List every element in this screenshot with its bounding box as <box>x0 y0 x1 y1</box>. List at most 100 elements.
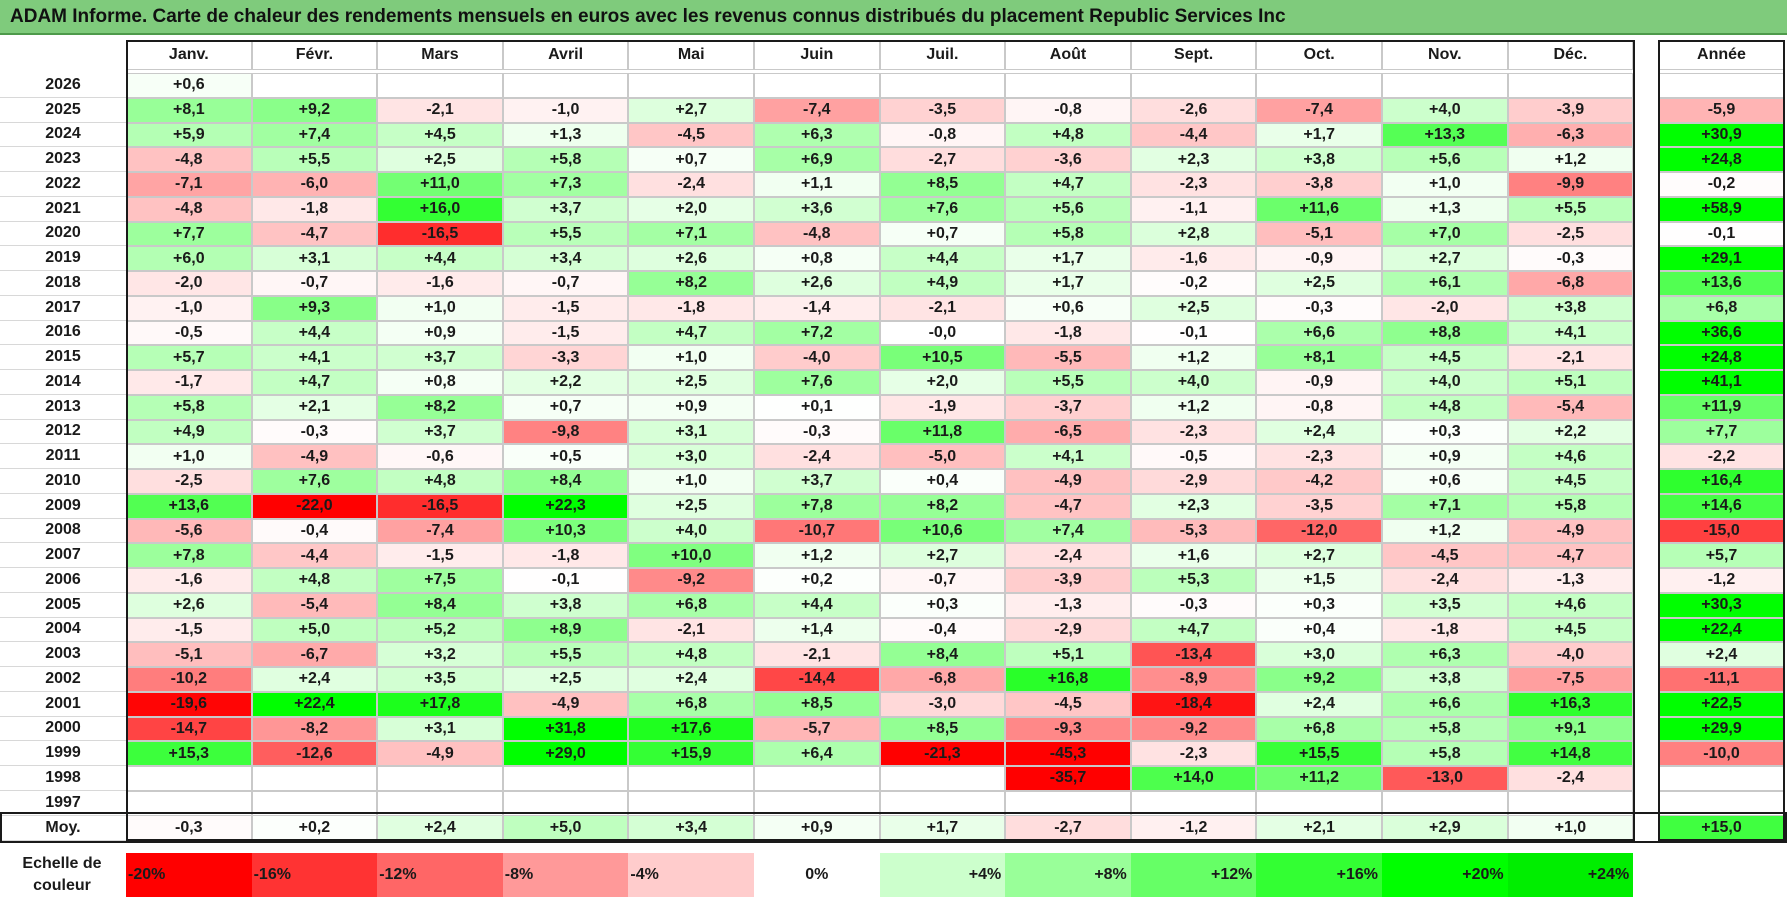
heatmap-cell: +2,5 <box>1130 295 1257 321</box>
heatmap-cell: +5,5 <box>251 147 378 172</box>
annual-cell: -15,0 <box>1659 518 1784 544</box>
heatmap-cell: +5,5 <box>1507 196 1634 222</box>
heatmap-cell: -0,5 <box>1130 444 1257 469</box>
heatmap-cell: -5,6 <box>126 518 252 544</box>
year-label: 2015 <box>0 345 126 370</box>
heatmap-cell: -2,9 <box>1130 469 1257 494</box>
heatmap-cell: +1,2 <box>1382 518 1508 544</box>
heatmap-cell: -1,3 <box>1005 592 1131 618</box>
heatmap-cell: +6,8 <box>628 592 754 618</box>
heatmap-cell: +4,1 <box>251 345 378 370</box>
month-header: Janv. <box>126 40 252 70</box>
annual-cell <box>1659 766 1784 791</box>
heatmap-cell: +9,3 <box>251 295 378 321</box>
average-cell: +1,0 <box>1507 815 1634 841</box>
heatmap-cell: +0,2 <box>754 568 880 593</box>
heatmap-cell: +2,0 <box>628 196 754 222</box>
heatmap-cell: +0,9 <box>377 320 503 346</box>
year-label: 2020 <box>0 222 126 247</box>
heatmap-cell: +8,1 <box>1256 345 1382 370</box>
heatmap-cell: +2,2 <box>1507 419 1634 445</box>
heatmap-cell: -45,3 <box>1005 741 1131 766</box>
title-bar: ADAM Informe. Carte de chaleur des rende… <box>0 0 1787 35</box>
annual-cell: +24,8 <box>1659 345 1784 370</box>
year-label: 2025 <box>0 98 126 123</box>
heatmap-cell: +11,0 <box>377 172 503 197</box>
heatmap-cell: +3,1 <box>628 419 754 445</box>
heatmap-cell <box>1256 73 1382 98</box>
heatmap-cell: +3,0 <box>628 444 754 469</box>
heatmap-cell: +2,1 <box>251 394 378 420</box>
heatmap-cell: +15,3 <box>126 741 252 766</box>
heatmap-cell: +5,9 <box>126 122 252 148</box>
heatmap-cell: +14,8 <box>1507 741 1634 766</box>
color-scale-step: +8% <box>1005 853 1131 897</box>
heatmap-cell <box>879 73 1006 98</box>
heatmap-cell: +1,4 <box>754 617 880 643</box>
heatmap-cell: +1,0 <box>377 295 503 321</box>
heatmap-cell: -5,1 <box>126 642 252 667</box>
year-label: 2011 <box>0 444 126 469</box>
heatmap-cell: +8,5 <box>879 172 1006 197</box>
heatmap-cell: +7,1 <box>1382 493 1508 519</box>
annual-cell: +58,9 <box>1659 196 1784 222</box>
heatmap-cell: +7,3 <box>502 172 629 197</box>
heatmap-cell: -2,1 <box>754 642 880 667</box>
heatmap-cell: -21,3 <box>879 741 1006 766</box>
heatmap-cell: -3,6 <box>1005 147 1131 172</box>
heatmap-cell: +1,0 <box>628 469 754 494</box>
heatmap-cell: -2,7 <box>879 147 1006 172</box>
month-header: Août <box>1005 40 1131 70</box>
color-scale-step: -8% <box>502 853 629 897</box>
heatmap-cell: -9,2 <box>628 568 754 593</box>
heatmap-cell: +2,7 <box>1382 246 1508 271</box>
heatmap-cell: -22,0 <box>251 493 378 519</box>
heatmap-cell: +7,7 <box>126 221 252 247</box>
heatmap-cell: -0,6 <box>377 444 503 469</box>
year-label: 2021 <box>0 197 126 222</box>
heatmap-cell: -0,3 <box>1130 592 1257 618</box>
heatmap-cell <box>1130 73 1257 98</box>
heatmap-cell: -10,2 <box>126 667 252 692</box>
heatmap-cell: +6,8 <box>628 691 754 717</box>
heatmap-cell: -6,8 <box>879 667 1006 692</box>
heatmap-cell: -2,9 <box>1005 617 1131 643</box>
annual-cell: +30,9 <box>1659 122 1784 148</box>
heatmap-cell <box>628 73 754 98</box>
heatmap-cell: +4,7 <box>1005 172 1131 197</box>
annual-cell: +41,1 <box>1659 370 1784 395</box>
heatmap-cell: -0,3 <box>754 419 880 445</box>
heatmap-cell: -5,4 <box>1507 394 1634 420</box>
color-scale-step: +12% <box>1130 853 1257 897</box>
heatmap-cell <box>502 766 629 791</box>
heatmap-cell: +0,8 <box>377 370 503 395</box>
heatmap-cell <box>628 790 754 816</box>
heatmap-cell: +0,7 <box>628 147 754 172</box>
heatmap-cell: +5,8 <box>126 394 252 420</box>
average-cell: +0,9 <box>754 815 880 841</box>
heatmap-cell: +7,8 <box>754 493 880 519</box>
heatmap-cell: +2,0 <box>879 370 1006 395</box>
heatmap-cell: +8,9 <box>502 617 629 643</box>
heatmap-cell: -7,4 <box>377 518 503 544</box>
heatmap-cell: +8,5 <box>879 716 1006 742</box>
heatmap-cell: -3,8 <box>1256 172 1382 197</box>
heatmap-cell: +10,5 <box>879 345 1006 370</box>
annual-cell: -0,2 <box>1659 172 1784 197</box>
heatmap-cell: +3,7 <box>377 419 503 445</box>
heatmap-cell: +16,8 <box>1005 667 1131 692</box>
heatmap-cell <box>754 73 880 98</box>
heatmap-cell: +0,8 <box>754 246 880 271</box>
annual-cell: +29,1 <box>1659 246 1784 271</box>
heatmap-cell: +1,0 <box>628 345 754 370</box>
heatmap-cell: -0,0 <box>879 320 1006 346</box>
heatmap-cell: +10,6 <box>879 518 1006 544</box>
annual-cell: +6,8 <box>1659 295 1784 321</box>
heatmap-cell: +4,9 <box>126 419 252 445</box>
heatmap-cell: +2,8 <box>1130 221 1257 247</box>
annual-cell: +2,4 <box>1659 642 1784 667</box>
heatmap-cell: +1,5 <box>1256 568 1382 593</box>
year-label: 1997 <box>0 791 126 816</box>
heatmap-cell: +5,1 <box>1005 642 1131 667</box>
annual-cell: -11,1 <box>1659 667 1784 692</box>
